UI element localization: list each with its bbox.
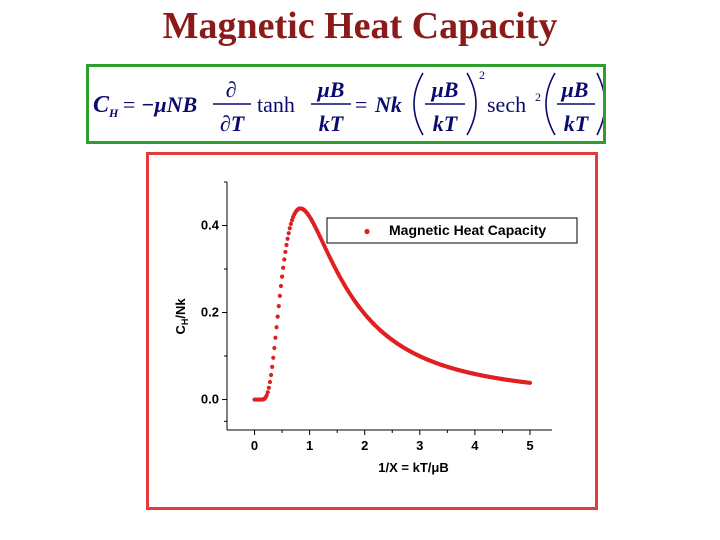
y-axis-label: CH/Nk [173, 298, 190, 335]
formula-partial-denominator: ∂T [220, 111, 246, 136]
page-title: Magnetic Heat Capacity [162, 5, 558, 47]
heat-capacity-formula: C H = −μNB ∂ ∂T tanh μB kT = Nk μB kT 2 … [93, 68, 603, 136]
y-axis-label-sub: H [180, 319, 190, 326]
formula-mub-1: μB [317, 77, 345, 102]
data-point [265, 390, 270, 395]
x-ticks: 0 1 2 3 4 5 [251, 430, 534, 453]
formula-kt-3: kT [564, 111, 590, 136]
x-tick-label: 5 [526, 438, 533, 453]
formula-exponent-1: 2 [479, 68, 485, 82]
data-point [268, 372, 274, 378]
data-point [284, 242, 289, 248]
data-point [281, 265, 286, 270]
data-point [279, 274, 285, 279]
data-point [274, 325, 279, 330]
data-point [287, 226, 292, 231]
y-tick-label: 0.0 [201, 392, 219, 407]
x-tick-label: 1 [306, 438, 313, 453]
data-point [267, 379, 273, 385]
formula-nk: Nk [374, 92, 402, 117]
formula-equals-1: = [123, 92, 135, 117]
y-axis-label-rest: /Nk [173, 298, 188, 319]
paren-right-2 [596, 72, 603, 136]
data-point [277, 293, 282, 298]
data-points [252, 206, 533, 402]
y-axis-label-text: CH/Nk [173, 298, 190, 335]
formula-minus-mu-nb: −μNB [141, 92, 197, 117]
x-tick-label: 0 [251, 438, 258, 453]
legend-marker [364, 228, 370, 235]
formula-equals-2: = [355, 92, 367, 117]
formula-kt-1: kT [319, 111, 345, 136]
y-tick-label: 0.4 [201, 218, 220, 233]
formula-kt-2: kT [433, 111, 459, 136]
data-point [271, 355, 276, 360]
data-point [278, 283, 284, 289]
x-tick-label: 2 [361, 438, 368, 453]
data-point [283, 249, 288, 255]
legend: Magnetic Heat Capacity [326, 217, 578, 244]
x-tick-label: 4 [471, 438, 479, 453]
legend-label: Magnetic Heat Capacity [389, 222, 546, 238]
y-axis-label-main: C [173, 325, 188, 335]
formula-tanh: tanh [257, 92, 295, 117]
paren-left-2 [545, 72, 556, 136]
formula-lhs-subscript: H [108, 106, 119, 120]
y-tick-label: 0.2 [201, 305, 219, 320]
formula-lhs: C [93, 92, 110, 118]
x-tick-label: 3 [416, 438, 423, 453]
y-ticks: 0.0 0.2 0.4 [201, 181, 227, 422]
formula-mub-3: μB [561, 77, 589, 102]
data-point [266, 385, 271, 390]
data-point [275, 314, 280, 319]
formula-exponent-2: 2 [535, 90, 541, 104]
data-point [288, 221, 293, 227]
formula-sech: sech [487, 92, 526, 117]
data-point [264, 393, 269, 398]
data-point [285, 236, 290, 241]
data-point [272, 345, 277, 351]
data-point [270, 364, 275, 369]
x-axis-label: 1/X = kT/μB [378, 460, 448, 475]
paren-left-1 [413, 72, 424, 136]
data-point [273, 335, 278, 340]
formula-partial-numerator: ∂ [226, 77, 237, 102]
formula-mub-2: μB [431, 77, 459, 102]
data-point [286, 231, 291, 236]
paren-right-1 [466, 72, 477, 136]
data-point [282, 257, 287, 262]
data-point [527, 380, 533, 385]
data-point [276, 304, 281, 309]
formula-box: C H = −μNB ∂ ∂T tanh μB kT = Nk μB kT 2 … [86, 64, 606, 144]
